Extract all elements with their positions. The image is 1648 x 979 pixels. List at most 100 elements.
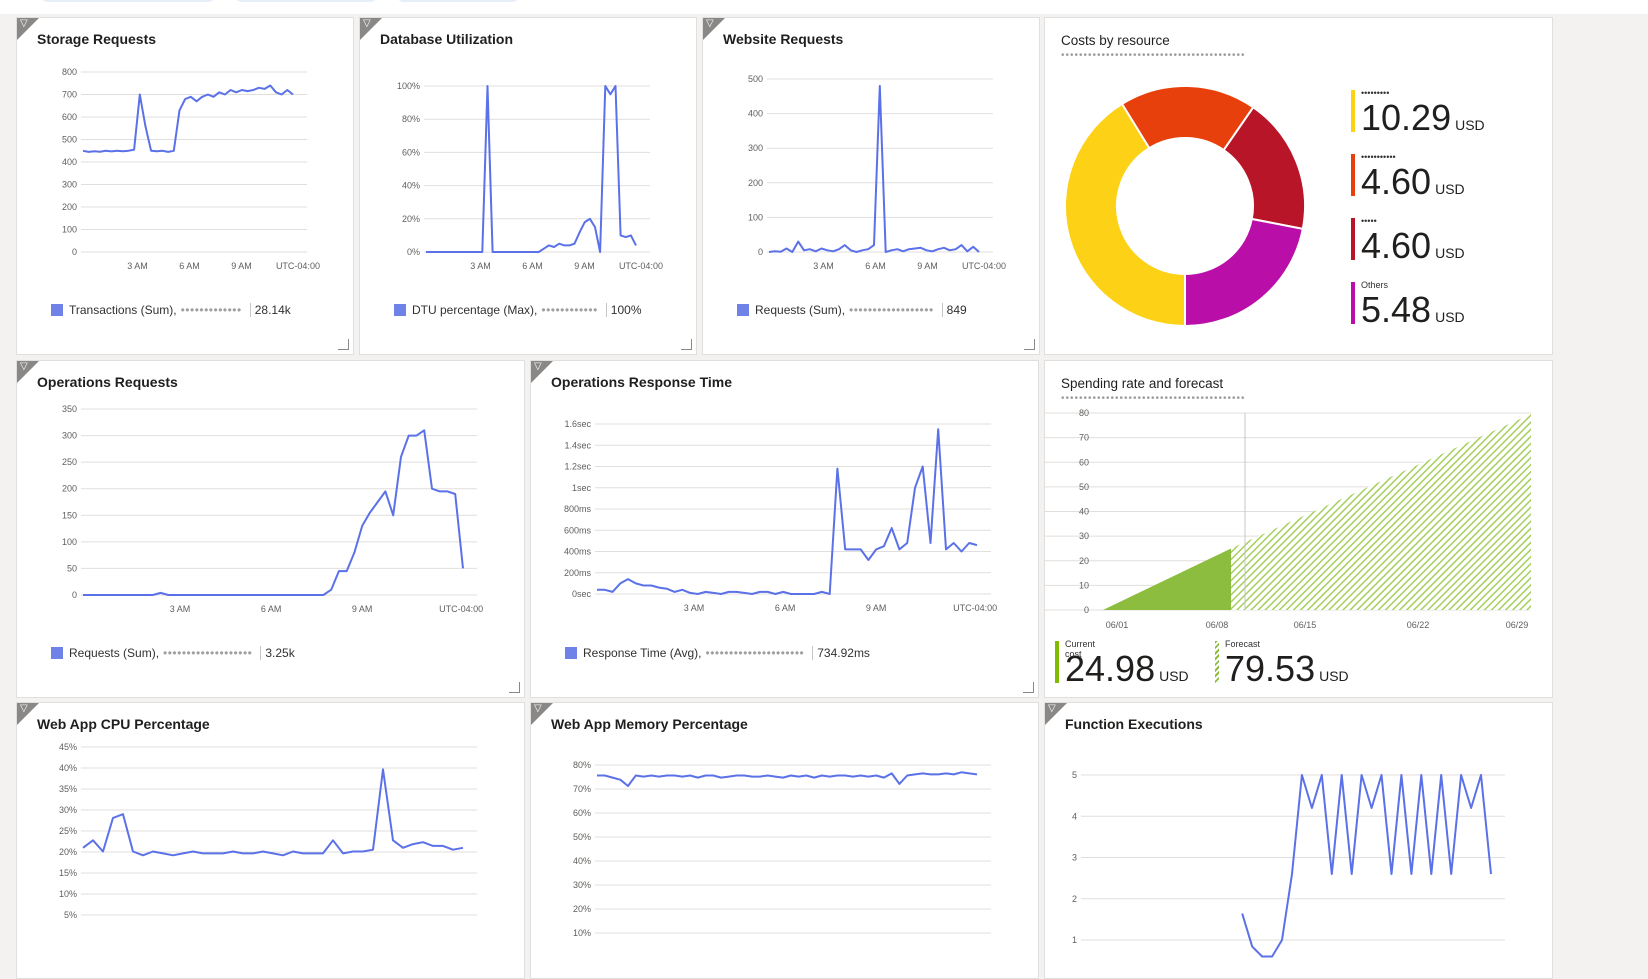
cost-value: 5.48: [1361, 289, 1432, 330]
y-tick-label: 70%: [573, 784, 591, 794]
legend-swatch: [51, 304, 63, 316]
cost-label: Forecast: [1225, 639, 1261, 649]
chart-legend[interactable]: Transactions (Sum), ••••••••••••• 28.14k: [51, 303, 291, 317]
series-line: [83, 429, 464, 596]
filter-icon[interactable]: [703, 18, 725, 40]
x-tick-label: 6 AM: [522, 261, 543, 271]
resize-handle[interactable]: [338, 339, 349, 350]
y-tick-label: 50%: [573, 832, 591, 842]
line-chart[interactable]: 1.6sec 1.4sec 1.2sec 1sec 800ms 600ms 400ms 200…: [531, 414, 1021, 625]
filter-icon[interactable]: [17, 703, 39, 725]
x-tick-label: 3 AM: [813, 261, 834, 271]
tile-storage-requests[interactable]: ▽ Storage Requests 800 700 600 500 400 300 200…: [16, 17, 354, 355]
y-tick-label: 45%: [59, 742, 77, 752]
chart-legend[interactable]: Requests (Sum), •••••••••••••••••• 849: [737, 303, 967, 317]
x-tick-label: UTC-04:00: [619, 261, 663, 271]
tile-costs-by-resource[interactable]: Costs by resource ••••••••••••••••••••••…: [1044, 17, 1553, 355]
line-chart[interactable]: 350 300 250 200 150 100 50 0 3 AM 6 AM 9 AM UTC-04:…: [17, 399, 507, 625]
chart-legend[interactable]: Requests (Sum), ••••••••••••••••••• 3.25k: [51, 646, 295, 660]
filter-icon[interactable]: [531, 361, 553, 383]
cost-value: 24.98: [1065, 648, 1156, 689]
cost-value: 4.60: [1361, 225, 1432, 266]
tile-function-executions[interactable]: ▽ Function Executions 5 4 3 2 1: [1044, 702, 1553, 979]
y-tick-label: 3: [1072, 853, 1077, 863]
tile-title: Function Executions: [1065, 716, 1203, 732]
legend-resource: ••••••••••••: [541, 303, 598, 317]
tile-database-utilization[interactable]: ▽ Database Utilization 100% 80% 60% 40% 20% 0…: [359, 17, 697, 355]
line-chart[interactable]: 500 400 300 200 100 0 3 AM 6 AM 9 AM UTC-04:00: [703, 69, 1023, 282]
line-chart[interactable]: 5 4 3 2 1: [1045, 765, 1535, 975]
y-tick-label: 150: [62, 510, 77, 520]
y-tick-label: 0: [1084, 605, 1089, 615]
y-tick-label: 20%: [59, 847, 77, 857]
tile-operations-response-time[interactable]: ▽ Operations Response Time 1.6sec 1.4sec 1…: [530, 360, 1039, 698]
line-chart[interactable]: 800 700 600 500 400 300 200 100 0 3 AM 6 AM 9 AM UTC…: [17, 62, 337, 282]
cost-value: 4.60: [1361, 161, 1432, 202]
y-tick-label: 20%: [402, 214, 420, 224]
y-tick-label: 20%: [573, 904, 591, 914]
tile-title: Costs by resource: [1061, 33, 1170, 48]
resize-handle[interactable]: [1023, 682, 1034, 693]
series-line: [597, 428, 978, 595]
cost-value: 79.53: [1225, 648, 1316, 689]
y-tick-label: 300: [62, 180, 77, 190]
filter-icon[interactable]: [17, 18, 39, 40]
series-line: [768, 84, 980, 253]
chart-legend[interactable]: Response Time (Avg), ••••••••••••••••••••…: [565, 646, 870, 660]
x-tick-label: 9 AM: [352, 604, 373, 614]
filter-icon[interactable]: [360, 18, 382, 40]
x-tick-label: 06/15: [1294, 620, 1317, 630]
tile-title: Website Requests: [723, 31, 844, 47]
y-tick-label: 25%: [59, 826, 77, 836]
y-tick-label: 40%: [402, 181, 420, 191]
filter-pill[interactable]: [234, 0, 378, 2]
y-tick-label: 200: [748, 178, 763, 188]
x-tick-label: 9 AM: [574, 261, 595, 271]
area-chart[interactable]: 80 70 60 50 40 30 20 10 0 06/01 06/08 06/15 06/22 06/…: [1045, 405, 1550, 635]
resize-handle[interactable]: [681, 339, 692, 350]
series-line: [82, 84, 294, 153]
legend-value: 734.92ms: [817, 646, 870, 660]
donut-chart[interactable]: [1063, 84, 1307, 328]
filter-icon[interactable]: [1045, 703, 1067, 725]
y-tick-label: 2: [1072, 894, 1077, 904]
filter-icon[interactable]: [17, 361, 39, 383]
legend-resource: •••••••••••••••••••: [163, 646, 253, 660]
filter-pill[interactable]: [396, 0, 520, 2]
y-tick-label: 400: [62, 157, 77, 167]
x-tick-label: UTC-04:00: [439, 604, 483, 614]
cost-unit: USD: [1435, 309, 1465, 325]
line-chart[interactable]: 45% 40% 35% 30% 25% 20% 15% 10% 5%: [17, 741, 507, 951]
filter-pill[interactable]: [40, 0, 216, 2]
resize-handle[interactable]: [1024, 339, 1035, 350]
y-tick-label: 0sec: [572, 589, 592, 599]
x-tick-label: 6 AM: [179, 261, 200, 271]
y-tick-label: 80%: [573, 760, 591, 770]
tile-title: Web App CPU Percentage: [37, 716, 210, 732]
resize-handle[interactable]: [509, 682, 520, 693]
y-tick-label: 20: [1079, 556, 1089, 566]
cost-label: Current cost: [1065, 639, 1096, 659]
funnel-icon: ▽: [706, 18, 714, 29]
x-tick-label: 9 AM: [866, 603, 887, 613]
tile-operations-requests[interactable]: ▽ Operations Requests 350 300 250 200 150 100…: [16, 360, 525, 698]
tile-spending-rate[interactable]: Spending rate and forecast •••••••••••••…: [1044, 360, 1553, 698]
legend-metric: Transactions (Sum),: [69, 303, 177, 317]
tile-title: Database Utilization: [380, 31, 514, 47]
y-tick-label: 30: [1079, 531, 1089, 541]
funnel-icon: ▽: [20, 361, 28, 372]
y-tick-label: 100%: [397, 81, 420, 91]
y-tick-label: 200ms: [564, 568, 592, 578]
chart-legend[interactable]: DTU percentage (Max), •••••••••••• 100%: [394, 303, 642, 317]
y-tick-label: 0: [72, 590, 77, 600]
x-tick-label: 3 AM: [684, 603, 705, 613]
y-tick-label: 200: [62, 484, 77, 494]
filter-icon[interactable]: [531, 703, 553, 725]
series-line: [82, 768, 464, 857]
y-tick-label: 15%: [59, 868, 77, 878]
line-chart[interactable]: 80% 70% 60% 50% 40% 30% 20% 10%: [531, 759, 1021, 939]
tile-web-app-memory[interactable]: ▽ Web App Memory Percentage 80% 70% 60% 50%…: [530, 702, 1039, 979]
tile-website-requests[interactable]: ▽ Website Requests 500 400 300 200 100 0 3 AM 6…: [702, 17, 1040, 355]
tile-web-app-cpu[interactable]: ▽ Web App CPU Percentage 45% 40% 35% 30% 25%…: [16, 702, 525, 979]
line-chart[interactable]: 100% 80% 60% 40% 20% 0% 3 AM 6 AM 9 AM UTC-04:00: [360, 76, 680, 282]
